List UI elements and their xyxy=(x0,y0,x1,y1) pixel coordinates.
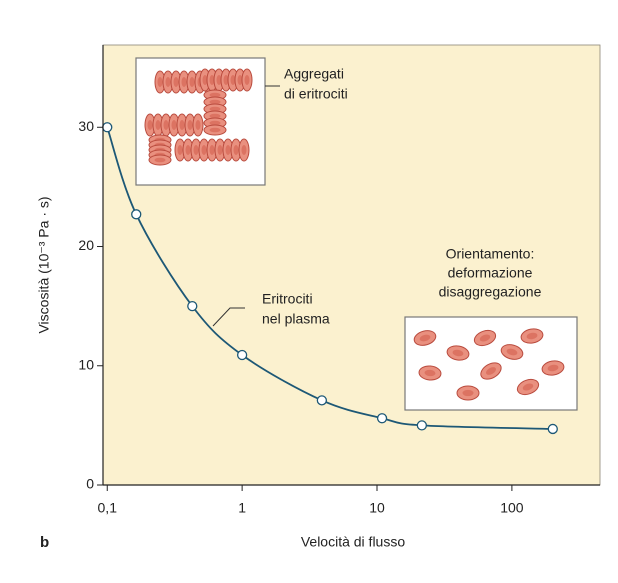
cell-center xyxy=(506,348,518,356)
cell-center xyxy=(163,120,169,130)
cell-center xyxy=(201,145,207,155)
cell-center xyxy=(452,349,464,357)
cell-center xyxy=(223,75,229,85)
data-point xyxy=(131,209,142,220)
plot xyxy=(102,122,558,435)
cell-center xyxy=(154,157,166,163)
cell-center xyxy=(209,92,221,98)
data-point xyxy=(316,395,328,406)
annotation: Aggregati xyxy=(284,66,344,82)
connector xyxy=(212,307,245,327)
cell-center xyxy=(419,334,431,342)
cell-center xyxy=(193,145,199,155)
cell-center xyxy=(225,145,231,155)
cell-center xyxy=(187,120,193,130)
y-tick-label: 10 xyxy=(78,356,94,372)
cell-center xyxy=(202,75,208,85)
cell-center xyxy=(209,113,221,119)
data-point xyxy=(416,420,428,431)
cell-center xyxy=(147,120,153,130)
cell-center xyxy=(209,75,215,85)
annotation: disaggregazione xyxy=(439,284,542,300)
cell-center xyxy=(217,145,223,155)
cell-center xyxy=(157,77,163,87)
cell-center xyxy=(522,383,534,391)
data-point xyxy=(376,413,388,424)
x-tick-label: 0,1 xyxy=(98,500,118,516)
data-point xyxy=(187,300,198,312)
cell-center xyxy=(155,120,161,130)
cell-center xyxy=(233,145,239,155)
y-tick-label: 30 xyxy=(78,118,94,134)
data-point xyxy=(547,423,558,435)
data-point xyxy=(236,349,248,361)
x-tick-label: 1 xyxy=(238,500,246,516)
y-tick-label: 20 xyxy=(78,237,94,253)
cell-center xyxy=(171,120,177,130)
annotation: di eritrociti xyxy=(284,86,348,102)
cell-center xyxy=(173,77,179,87)
y-tick-label: 0 xyxy=(86,476,94,492)
cell-center xyxy=(195,120,201,130)
cell-center xyxy=(189,77,195,87)
annotation: Eritrociti xyxy=(262,291,313,307)
cell-center xyxy=(424,369,436,377)
x-tick-label: 10 xyxy=(369,500,385,516)
cell-center xyxy=(230,75,236,85)
cell-center xyxy=(165,77,171,87)
insets xyxy=(135,57,578,411)
cell-center xyxy=(209,120,221,126)
cell-center xyxy=(209,127,221,133)
data-point xyxy=(102,122,113,133)
cell-center xyxy=(185,145,191,155)
cell-center xyxy=(479,334,491,342)
cell-center xyxy=(244,75,250,85)
y-axis-title: Viscosità (10⁻³ Pa · s) xyxy=(36,196,52,333)
cell-center xyxy=(462,389,474,397)
x-tick-label: 100 xyxy=(500,500,524,516)
cell-center xyxy=(179,120,185,130)
cell-center xyxy=(241,145,247,155)
cell-center xyxy=(209,145,215,155)
annotation: deformazione xyxy=(448,265,533,281)
cell-center xyxy=(237,75,243,85)
cell-center xyxy=(209,106,221,112)
cell-center xyxy=(181,77,187,87)
annotation: Orientamento: xyxy=(446,246,535,262)
cell-center xyxy=(526,332,538,340)
annotation: nel plasma xyxy=(262,311,330,327)
panel-label: b xyxy=(40,534,49,551)
x-axis-title: Velocità di flusso xyxy=(301,534,405,550)
cell-center xyxy=(216,75,222,85)
cell-center xyxy=(209,99,221,105)
cell-center xyxy=(547,364,559,372)
cell-center xyxy=(177,145,183,155)
cell-center xyxy=(485,367,497,375)
